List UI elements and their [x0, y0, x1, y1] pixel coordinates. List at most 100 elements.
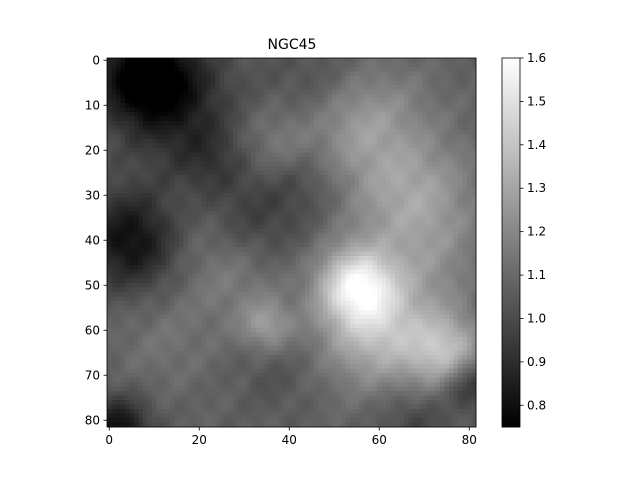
heatmap-cell: [179, 314, 184, 320]
heatmap-cell: [264, 193, 270, 198]
heatmap-cell: [467, 301, 472, 306]
heatmap-cell: [228, 157, 234, 162]
heatmap-cell: [183, 148, 189, 153]
heatmap-cell: [363, 143, 369, 149]
heatmap-cell: [287, 301, 292, 306]
heatmap-cell: [309, 112, 315, 117]
heatmap-cell: [345, 107, 351, 113]
heatmap-cell: [107, 247, 112, 252]
heatmap-cell: [327, 215, 333, 221]
heatmap-cell: [246, 58, 252, 63]
heatmap-cell: [219, 130, 225, 135]
heatmap-cell: [192, 112, 198, 117]
heatmap-cell: [404, 175, 409, 180]
heatmap-cell: [422, 98, 427, 104]
heatmap-cell: [138, 184, 144, 189]
heatmap-cell: [413, 256, 418, 261]
heatmap-cell: [417, 134, 423, 140]
heatmap-cell: [440, 296, 445, 302]
heatmap-cell: [354, 287, 360, 293]
heatmap-cell: [467, 130, 472, 135]
heatmap-cell: [138, 62, 144, 68]
heatmap-cell: [156, 134, 162, 140]
heatmap-cell: [282, 193, 288, 198]
heatmap-cell: [377, 188, 382, 194]
heatmap-cell: [237, 319, 243, 324]
heatmap-cell: [471, 152, 477, 158]
heatmap-cell: [215, 251, 220, 257]
heatmap-cell: [345, 71, 351, 77]
heatmap-cell: [449, 107, 454, 113]
heatmap-cell: [201, 265, 207, 270]
heatmap-cell: [314, 116, 319, 122]
heatmap-cell: [327, 287, 333, 293]
heatmap-cell: [188, 94, 193, 99]
heatmap-cell: [206, 305, 211, 311]
heatmap-cell: [435, 58, 441, 63]
heatmap-cell: [323, 242, 328, 248]
heatmap-cell: [107, 260, 112, 266]
heatmap-cell: [354, 296, 360, 302]
heatmap-cell: [449, 130, 454, 135]
heatmap-cell: [462, 197, 468, 203]
heatmap-cell: [381, 229, 387, 234]
heatmap-cell: [125, 323, 130, 329]
heatmap-cell: [359, 85, 364, 90]
heatmap-cell: [143, 157, 148, 162]
heatmap-cell: [345, 143, 351, 149]
heatmap-cell: [332, 319, 337, 324]
heatmap-cell: [377, 89, 382, 95]
heatmap-cell: [345, 215, 351, 221]
heatmap-cell: [107, 179, 112, 185]
heatmap-cell: [269, 197, 274, 203]
heatmap-cell: [372, 62, 378, 68]
heatmap-cell: [435, 121, 441, 126]
heatmap-cell: [269, 170, 274, 176]
heatmap-cell: [467, 139, 472, 144]
heatmap-cell: [170, 152, 175, 158]
heatmap-cell: [300, 80, 306, 86]
heatmap-cell: [143, 278, 148, 284]
heatmap-cell: [417, 58, 423, 63]
heatmap-cell: [147, 184, 153, 189]
heatmap-cell: [422, 197, 427, 203]
heatmap-cell: [300, 98, 306, 104]
heatmap-cell: [165, 166, 171, 171]
heatmap-cell: [332, 296, 337, 302]
heatmap-cell: [224, 112, 229, 117]
heatmap-cell: [219, 314, 225, 320]
heatmap-cell: [404, 242, 409, 248]
heatmap-cell: [278, 179, 283, 185]
heatmap-cell: [422, 62, 427, 68]
heatmap-cell: [399, 274, 405, 279]
heatmap-cell: [264, 296, 270, 302]
heatmap-cell: [147, 112, 153, 117]
heatmap-cell: [174, 179, 180, 185]
heatmap-cell: [129, 274, 135, 279]
heatmap-cell: [242, 170, 247, 176]
heatmap-cell: [237, 193, 243, 198]
heatmap-cell: [242, 269, 247, 275]
heatmap-cell: [224, 116, 229, 122]
heatmap-cell: [300, 197, 306, 203]
heatmap-cell: [152, 301, 157, 306]
heatmap-cell: [210, 170, 216, 176]
heatmap-cell: [138, 58, 144, 63]
heatmap-cell: [435, 220, 441, 225]
heatmap-cell: [431, 256, 436, 261]
heatmap-cell: [228, 323, 234, 329]
heatmap-cell: [206, 319, 211, 324]
heatmap-cell: [422, 319, 427, 324]
heatmap-cell: [440, 247, 445, 252]
heatmap-cell: [327, 130, 333, 135]
heatmap-cell: [215, 319, 220, 324]
heatmap-cell: [323, 67, 328, 72]
heatmap-cell: [273, 161, 279, 167]
heatmap-cell: [143, 161, 148, 167]
heatmap-cell: [413, 170, 418, 176]
heatmap-cell: [152, 94, 157, 99]
heatmap-cell: [134, 305, 139, 311]
heatmap-cell: [242, 71, 247, 77]
heatmap-cell: [309, 134, 315, 140]
heatmap-cell: [197, 260, 202, 266]
